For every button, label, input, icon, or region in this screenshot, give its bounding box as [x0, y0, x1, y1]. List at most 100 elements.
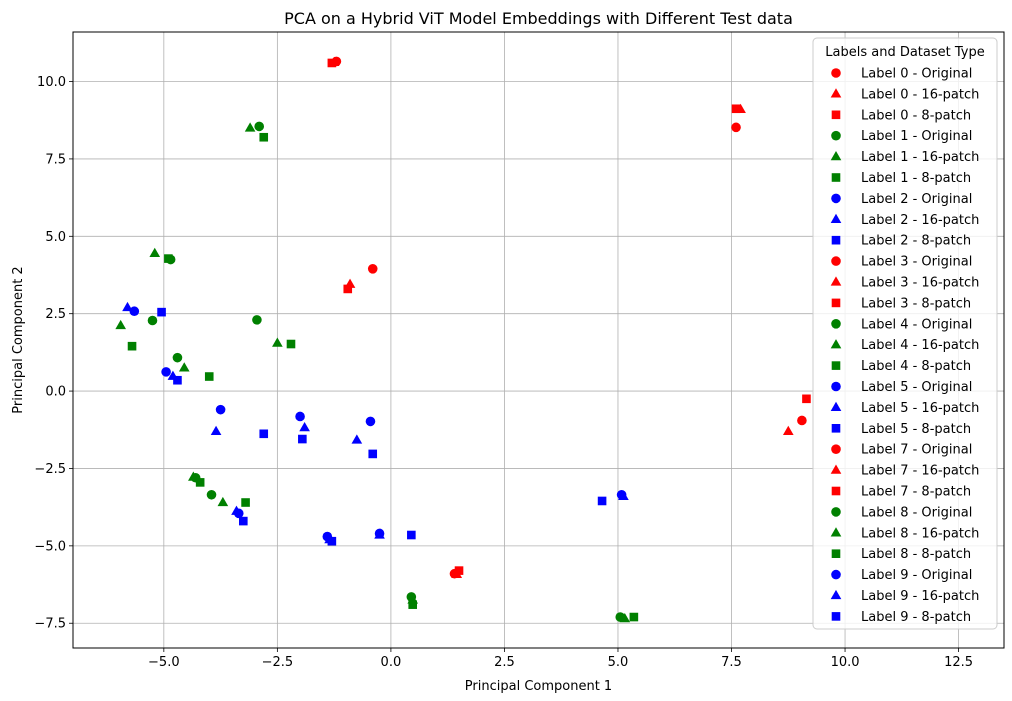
legend-item: Label 4 - Original	[831, 317, 972, 332]
legend-label: Label 5 - 8-patch	[861, 422, 971, 437]
legend: Labels and Dataset Type Label 0 - Origin…	[812, 37, 998, 630]
data-point-triangle	[782, 425, 794, 435]
data-point-square	[629, 612, 639, 622]
legend-label: Label 3 - Original	[861, 255, 972, 270]
data-point-square	[327, 536, 337, 546]
data-point-square	[259, 429, 269, 439]
y-tick-label: −2.5	[34, 462, 66, 477]
data-point-circle	[254, 121, 264, 132]
data-point-triangle	[619, 612, 631, 623]
legend-item: Label 4 - 8-patch	[831, 359, 971, 374]
legend-item: Label 3 - 16-patch	[830, 276, 979, 291]
legend-label: Label 9 - 8-patch	[861, 610, 971, 625]
legend-item: Label 8 - 16-patch	[830, 526, 979, 541]
data-point-triangle	[299, 422, 310, 432]
data-point-triangle	[217, 496, 229, 507]
data-point-triangle	[351, 434, 363, 444]
data-point-triangle	[618, 490, 629, 500]
legend-item: Label 5 - 16-patch	[830, 401, 979, 416]
legend-marker-circle	[831, 507, 841, 517]
legend-marker-circle	[831, 68, 841, 78]
legend-box	[812, 37, 998, 630]
data-point-circle	[731, 122, 741, 133]
legend-marker-triangle	[830, 401, 842, 412]
data-point-square	[164, 254, 173, 263]
legend-item: Label 8 - Original	[831, 505, 972, 520]
data-point-square	[408, 600, 418, 609]
y-tick-label: 5.0	[45, 230, 66, 245]
legend-marker-triangle	[830, 339, 842, 349]
legend-label: Label 0 - 16-patch	[861, 87, 979, 102]
legend-item: Label 3 - Original	[831, 255, 972, 270]
data-point-circle	[147, 315, 158, 326]
legend-marker-circle	[831, 381, 841, 392]
legend-marker-triangle	[830, 464, 842, 474]
legend-marker-square	[831, 110, 841, 120]
data-point-triangle	[122, 301, 133, 312]
data-point-square	[327, 58, 337, 68]
data-point-triangle	[231, 505, 242, 515]
data-point-square	[298, 434, 307, 444]
data-point-triangle	[210, 425, 222, 435]
legend-label: Label 4 - 16-patch	[861, 338, 979, 353]
data-point-circle	[215, 404, 226, 415]
legend-label: Label 1 - 16-patch	[861, 150, 979, 165]
legend-marker-triangle	[830, 151, 842, 161]
legend-item: Label 7 - 16-patch	[830, 464, 979, 479]
x-tick-label: 10.0	[831, 655, 860, 670]
data-point-circle	[172, 352, 183, 363]
legend-label: Label 9 - 16-patch	[861, 589, 979, 604]
axes-frame	[72, 31, 1005, 649]
data-point-circle	[129, 306, 140, 317]
data-point-square	[731, 104, 741, 114]
data-point-circle	[161, 367, 171, 377]
legend-item: Label 2 - 8-patch	[831, 234, 971, 249]
legend-item: Label 0 - 8-patch	[831, 108, 971, 123]
legend-label: Label 8 - 16-patch	[861, 526, 979, 541]
x-tick-label: 7.5	[721, 655, 742, 670]
legend-item: Label 0 - 16-patch	[830, 87, 979, 102]
legend-marker-triangle	[830, 589, 842, 600]
legend-item: Label 4 - 16-patch	[830, 338, 979, 353]
data-point-square	[239, 516, 248, 526]
data-points	[115, 56, 811, 623]
data-point-circle	[206, 489, 217, 500]
data-point-triangle	[149, 247, 161, 257]
y-axis-label: Principal Component 2	[11, 266, 26, 413]
legend-marker-square	[831, 486, 841, 496]
y-tick-label: 0.0	[45, 385, 66, 400]
data-point-square	[802, 394, 811, 404]
legend-marker-triangle	[830, 213, 842, 223]
legend-item: Label 7 - Original	[831, 443, 972, 458]
y-tick-label: 10.0	[37, 75, 66, 90]
y-tick-label: 7.5	[45, 152, 66, 167]
legend-item: Label 1 - 16-patch	[830, 150, 979, 165]
data-point-triangle	[178, 362, 190, 372]
legend-label: Label 3 - 16-patch	[861, 276, 979, 291]
legend-marker-square	[831, 424, 841, 433]
data-point-square	[286, 339, 296, 349]
x-axis-label: Principal Component 1	[465, 679, 612, 694]
legend-label: Label 3 - 8-patch	[861, 296, 971, 311]
x-tick-label: 2.5	[494, 655, 515, 670]
data-point-square	[368, 449, 378, 459]
legend-label: Label 5 - 16-patch	[861, 401, 979, 416]
legend-label: Label 8 - Original	[861, 505, 972, 520]
chart-title: PCA on a Hybrid ViT Model Embeddings wit…	[284, 9, 793, 28]
legend-item: Label 9 - 16-patch	[830, 589, 979, 604]
legend-label: Label 2 - 16-patch	[861, 213, 979, 228]
data-point-square	[157, 307, 166, 317]
legend-item: Label 3 - 8-patch	[831, 296, 971, 311]
legend-marker-circle	[831, 569, 841, 580]
legend-item: Label 9 - Original	[831, 568, 972, 583]
legend-marker-triangle	[830, 276, 842, 286]
legend-label: Label 2 - 8-patch	[861, 234, 971, 249]
y-axis-ticks: −7.5 −5.0 −2.5 0.0 2.5 5.0 7.5 10.0	[34, 75, 73, 632]
legend-item: Label 8 - 8-patch	[831, 547, 971, 562]
legend-label: Label 8 - 8-patch	[861, 547, 971, 562]
data-point-square	[407, 530, 416, 540]
legend-label: Label 4 - Original	[861, 317, 972, 332]
data-point-square	[343, 284, 353, 294]
legend-item: Label 2 - 16-patch	[830, 213, 979, 228]
legend-label: Label 7 - 16-patch	[861, 464, 979, 479]
